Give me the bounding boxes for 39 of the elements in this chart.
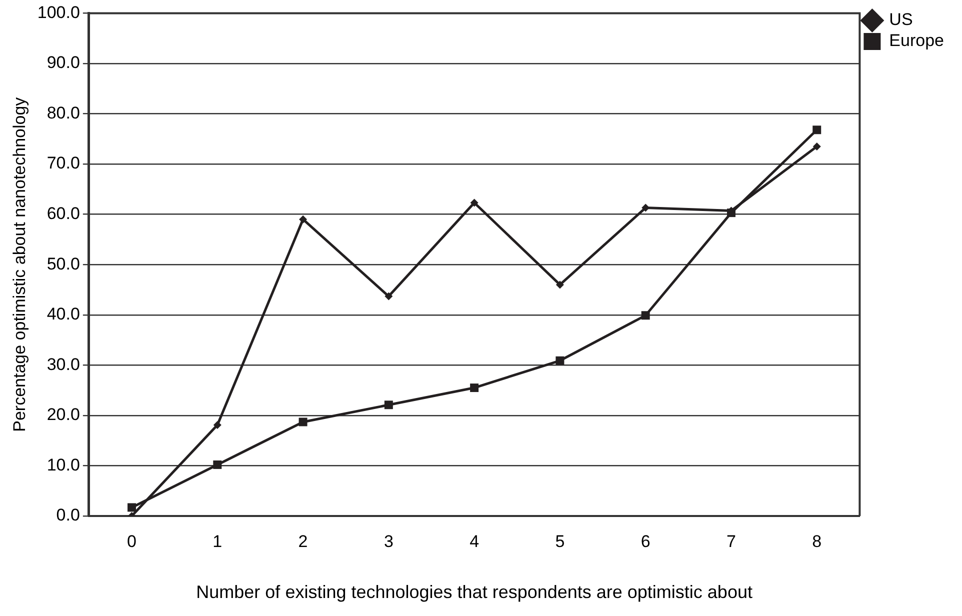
point <box>213 420 222 429</box>
x-axis-title: Number of existing technologies that respondents are optimistic about <box>196 582 752 602</box>
x-tick-label: 7 <box>726 532 736 551</box>
y-tick-label: 50.0 <box>46 254 80 274</box>
x-tick-label: 2 <box>298 532 308 551</box>
y-axis-title: Percentage optimistic about nanotechnology <box>10 96 29 432</box>
x-tick-label: 5 <box>555 532 565 551</box>
y-tick-label: 70.0 <box>46 154 80 173</box>
point <box>556 280 564 289</box>
y-tick-label: 10.0 <box>46 455 80 474</box>
point <box>384 292 393 300</box>
x-tick-label: 3 <box>384 532 394 551</box>
point <box>470 384 479 392</box>
point <box>642 204 650 212</box>
x-tick-label: 4 <box>470 532 480 551</box>
x-tick-label: 8 <box>812 532 822 551</box>
y-tick-label: 20.0 <box>46 405 80 424</box>
point <box>128 503 136 512</box>
y-tick-label: 100.0 <box>37 2 80 22</box>
x-tick-label: 0 <box>127 532 136 551</box>
y-tick-label: 60.0 <box>46 204 80 224</box>
point <box>812 126 822 134</box>
point <box>556 356 564 365</box>
point <box>299 215 308 224</box>
point <box>298 418 308 426</box>
legend-label: US <box>889 10 913 30</box>
legend-label: Europe <box>889 31 944 50</box>
point <box>641 311 650 320</box>
y-tick-label: 30.0 <box>46 354 80 374</box>
y-tick-label: 40.0 <box>46 304 80 324</box>
point <box>213 460 222 469</box>
y-tick-label: 80.0 <box>46 103 80 122</box>
point <box>384 400 393 410</box>
point <box>812 142 821 150</box>
x-tick-label: 6 <box>640 532 650 551</box>
point <box>470 198 478 207</box>
y-tick-label: 90.0 <box>46 53 80 72</box>
x-tick-label: 1 <box>212 532 222 551</box>
y-tick-label: 0.0 <box>56 506 80 525</box>
